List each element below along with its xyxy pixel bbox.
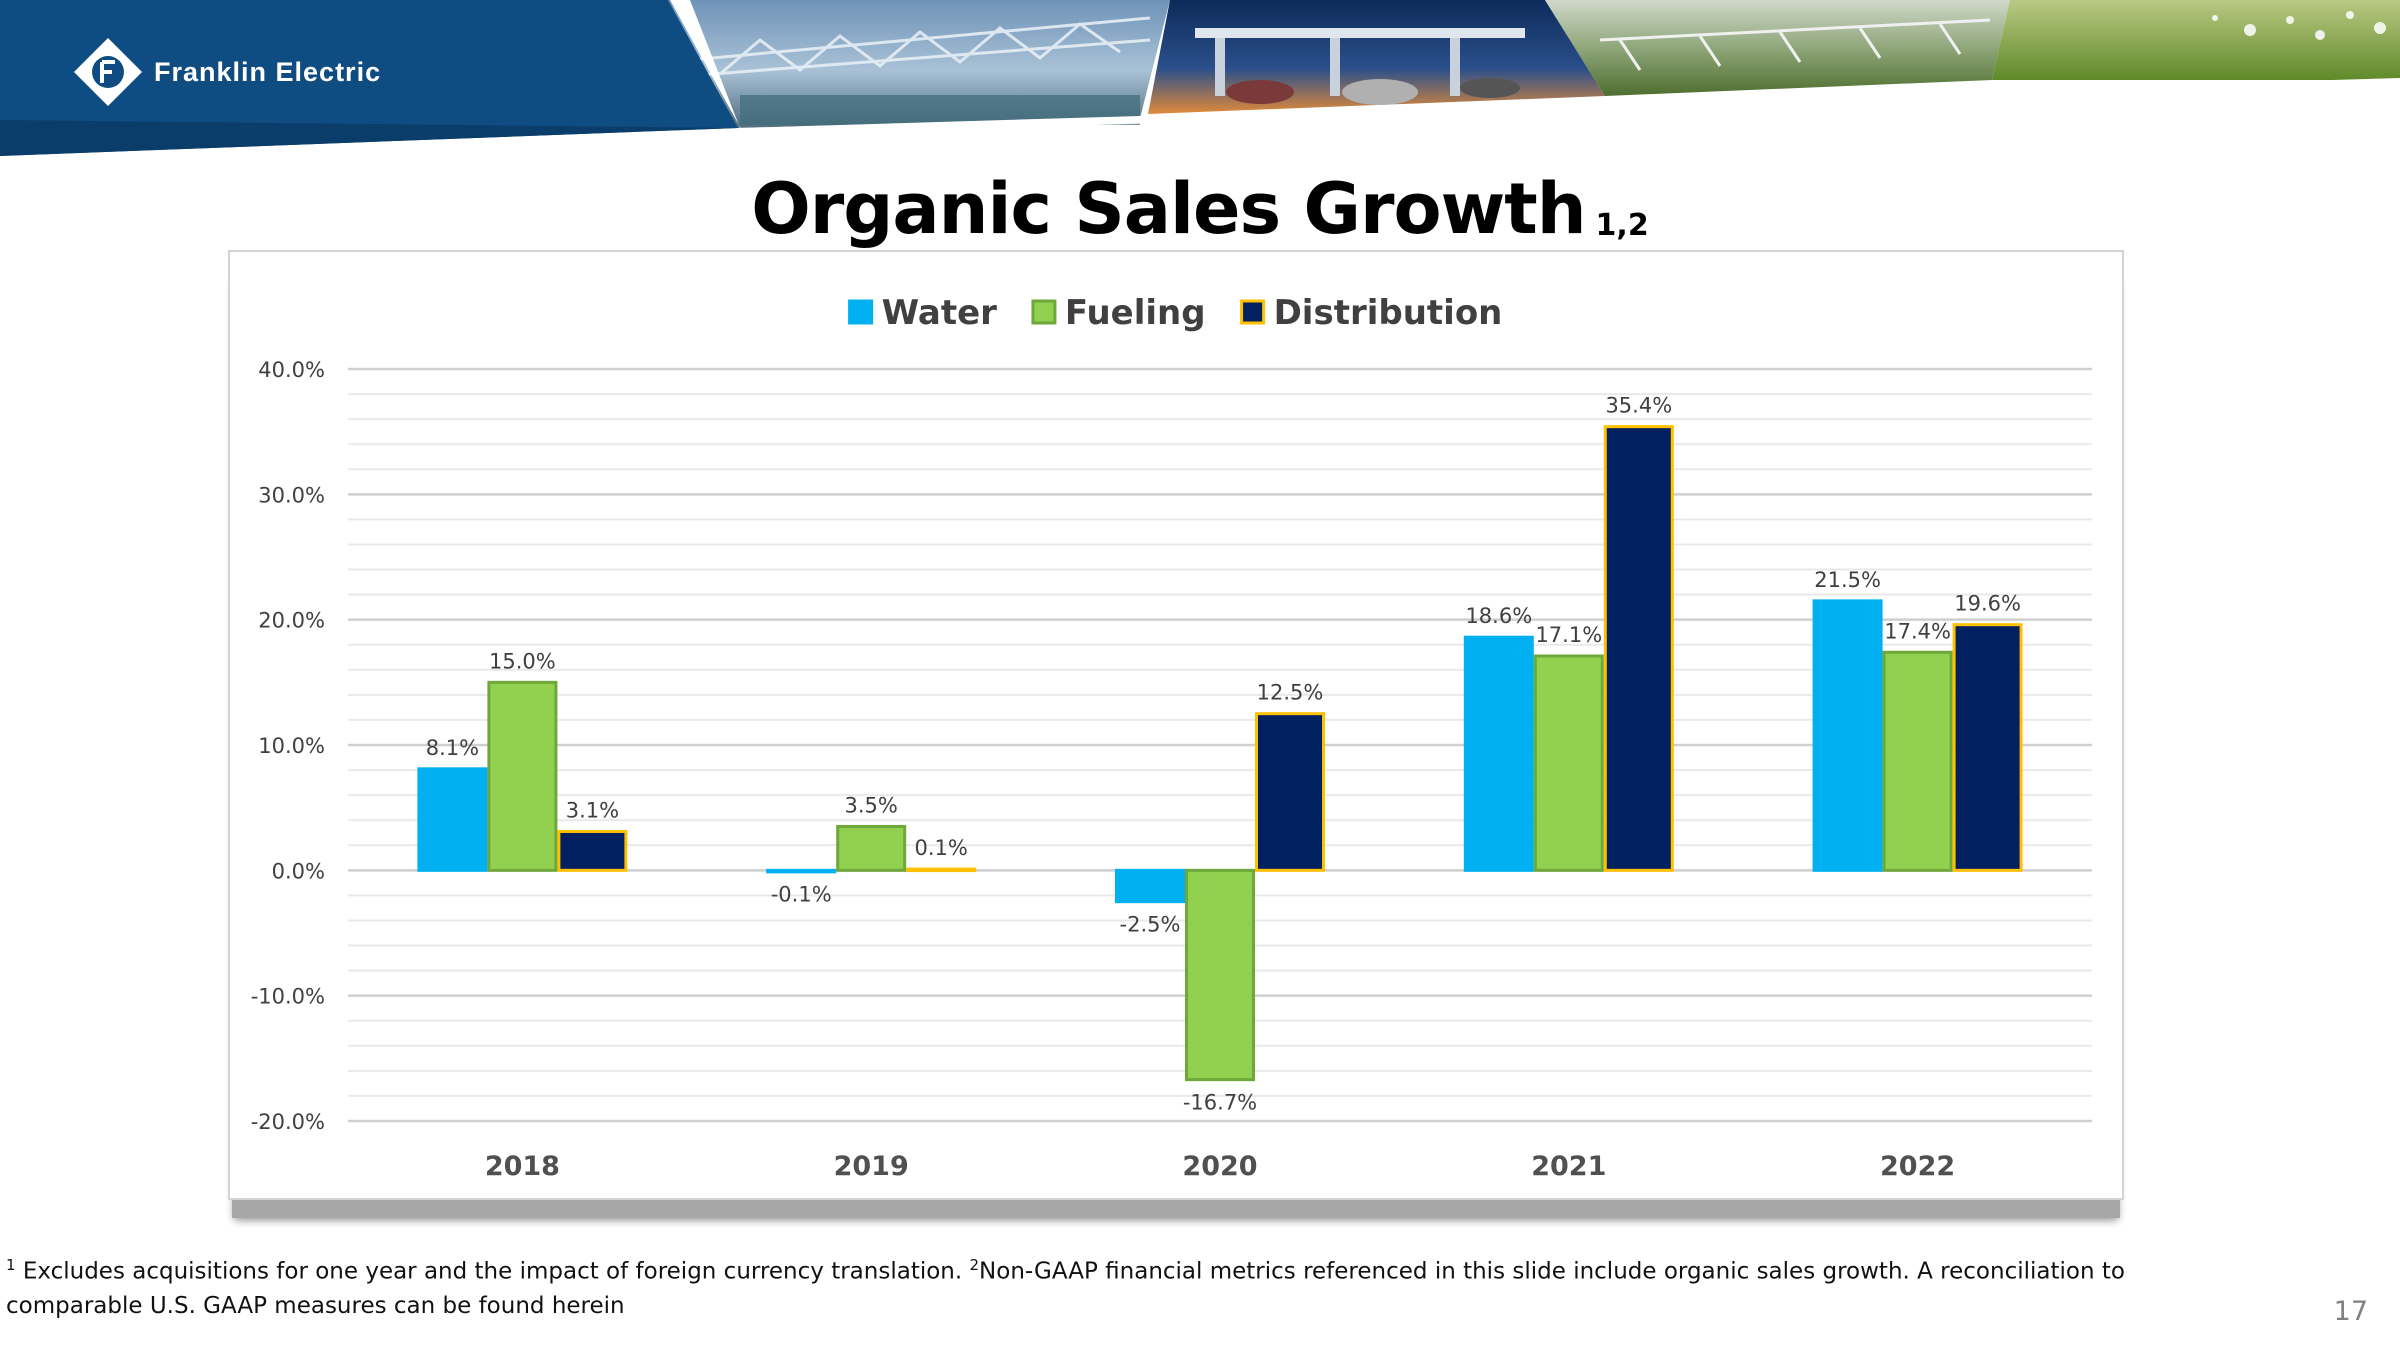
legend-label-water: Water xyxy=(882,293,998,333)
bar-distribution-2019 xyxy=(906,867,977,873)
y-tick-label: 20.0% xyxy=(258,609,325,633)
legend-label-fueling: Fueling xyxy=(1065,293,1206,333)
bar-fueling-2022 xyxy=(1882,650,1953,872)
data-label-fueling-2020: -16.7% xyxy=(1183,1091,1257,1115)
x-category-label-2020: 2020 xyxy=(1182,1151,1257,1182)
data-label-water-2020: -2.5% xyxy=(1120,913,1181,937)
header-photo-irrigation xyxy=(1545,0,2010,96)
header-photo-field-sprinkler xyxy=(1992,0,2400,80)
title-footnote-refs: 1,2 xyxy=(1595,208,1649,243)
y-tick-label: 0.0% xyxy=(272,859,325,883)
data-labels: 8.1% 15.0% 3.1% -0.1% 3.5% 0.1% -2.5% -16.7% 12.… xyxy=(426,394,2021,1115)
y-tick-label: 30.0% xyxy=(258,483,325,507)
fuel-station-graphic xyxy=(1195,28,1525,105)
y-tick-label: 10.0% xyxy=(258,734,325,758)
y-tick-label: -10.0% xyxy=(251,985,325,1009)
data-label-fueling-2022: 17.4% xyxy=(1884,619,1951,643)
legend-label-distribution: Distribution xyxy=(1274,293,1503,333)
footnote-marker-2: 2 xyxy=(969,1256,980,1274)
chart-legend: Water Fueling Distribution xyxy=(848,293,1503,333)
data-label-fueling-2018: 15.0% xyxy=(489,649,556,673)
x-category-label-2018: 2018 xyxy=(485,1151,560,1182)
header-banner xyxy=(0,0,2400,156)
legend-swatch-fueling xyxy=(1031,299,1057,325)
bar-fueling-2021 xyxy=(1533,654,1604,872)
data-label-water-2018: 8.1% xyxy=(426,736,479,760)
page-number: 17 xyxy=(2333,1296,2368,1327)
bar-water-2018 xyxy=(417,767,488,872)
bar-fueling-2018 xyxy=(487,680,558,872)
bridge-truss-graphic xyxy=(689,16,1151,77)
company-name: Franklin Electric xyxy=(154,56,382,87)
header-white-separator xyxy=(670,0,2400,136)
bar-distribution-2022 xyxy=(1952,623,2023,872)
legend-swatch-water xyxy=(848,299,874,325)
bar-distribution-2018 xyxy=(557,829,628,872)
data-label-fueling-2019: 3.5% xyxy=(845,793,898,817)
franklin-logo-icon xyxy=(74,38,142,106)
footnote-marker-1: 1 xyxy=(6,1256,16,1274)
data-label-water-2022: 21.5% xyxy=(1814,568,1881,592)
header-blue-shade xyxy=(0,120,738,156)
bar-water-2020 xyxy=(1115,868,1185,904)
bar-fueling-2019 xyxy=(836,824,907,872)
slide-header: Franklin Electric xyxy=(0,0,2400,160)
chart-panel: -20.0% -10.0% 0.0% 10.0% 20.0% 30.0% 40.0% 8.1… xyxy=(228,250,2124,1200)
irrigation-pivot-graphic xyxy=(1599,18,1991,71)
sprinkler-graphic xyxy=(2212,11,2386,40)
y-tick-label: 40.0% xyxy=(258,358,325,382)
legend-swatch-distribution xyxy=(1240,299,1266,325)
bars xyxy=(417,425,2023,1082)
bar-water-2021 xyxy=(1463,635,1534,872)
data-label-distribution-2022: 19.6% xyxy=(1954,592,2021,616)
x-category-label-2022: 2022 xyxy=(1880,1151,1955,1182)
data-label-water-2021: 18.6% xyxy=(1465,604,1532,628)
data-label-distribution-2020: 12.5% xyxy=(1257,681,1324,705)
y-tick-label: -20.0% xyxy=(251,1110,325,1134)
x-category-label-2021: 2021 xyxy=(1531,1151,1606,1182)
header-blue-band xyxy=(0,0,738,156)
bar-water-2019 xyxy=(766,868,837,874)
footnote-text-2: Non-GAAP financial metrics referenced in… xyxy=(6,1258,2125,1319)
x-category-label-2019: 2019 xyxy=(834,1151,909,1182)
bar-fueling-2020 xyxy=(1185,868,1255,1082)
page-title-text: Organic Sales Growth xyxy=(751,168,1586,250)
company-logo: Franklin Electric xyxy=(72,36,381,108)
page-title: Organic Sales Growth 1,2 xyxy=(0,168,2400,250)
data-label-distribution-2021: 35.4% xyxy=(1605,394,1672,418)
bar-water-2022 xyxy=(1812,599,1883,872)
x-axis: 2018 2019 2020 2021 2022 xyxy=(485,1151,1955,1182)
y-axis: -20.0% -10.0% 0.0% 10.0% 20.0% 30.0% 40.0% xyxy=(251,358,325,1134)
data-label-distribution-2019: 0.1% xyxy=(915,836,968,860)
bar-distribution-2020 xyxy=(1255,712,1325,872)
data-label-fueling-2021: 17.1% xyxy=(1535,623,1602,647)
footnote-text-1: Excludes acquisitions for one year and t… xyxy=(15,1258,970,1285)
bar-chart: -20.0% -10.0% 0.0% 10.0% 20.0% 30.0% 40.0% 8.1… xyxy=(251,293,2092,1182)
data-label-distribution-2018: 3.1% xyxy=(566,798,619,822)
data-label-water-2019: -0.1% xyxy=(771,883,832,907)
bar-distribution-2021 xyxy=(1603,425,1674,872)
footnote: 1 Excludes acquisitions for one year and… xyxy=(6,1248,2266,1323)
